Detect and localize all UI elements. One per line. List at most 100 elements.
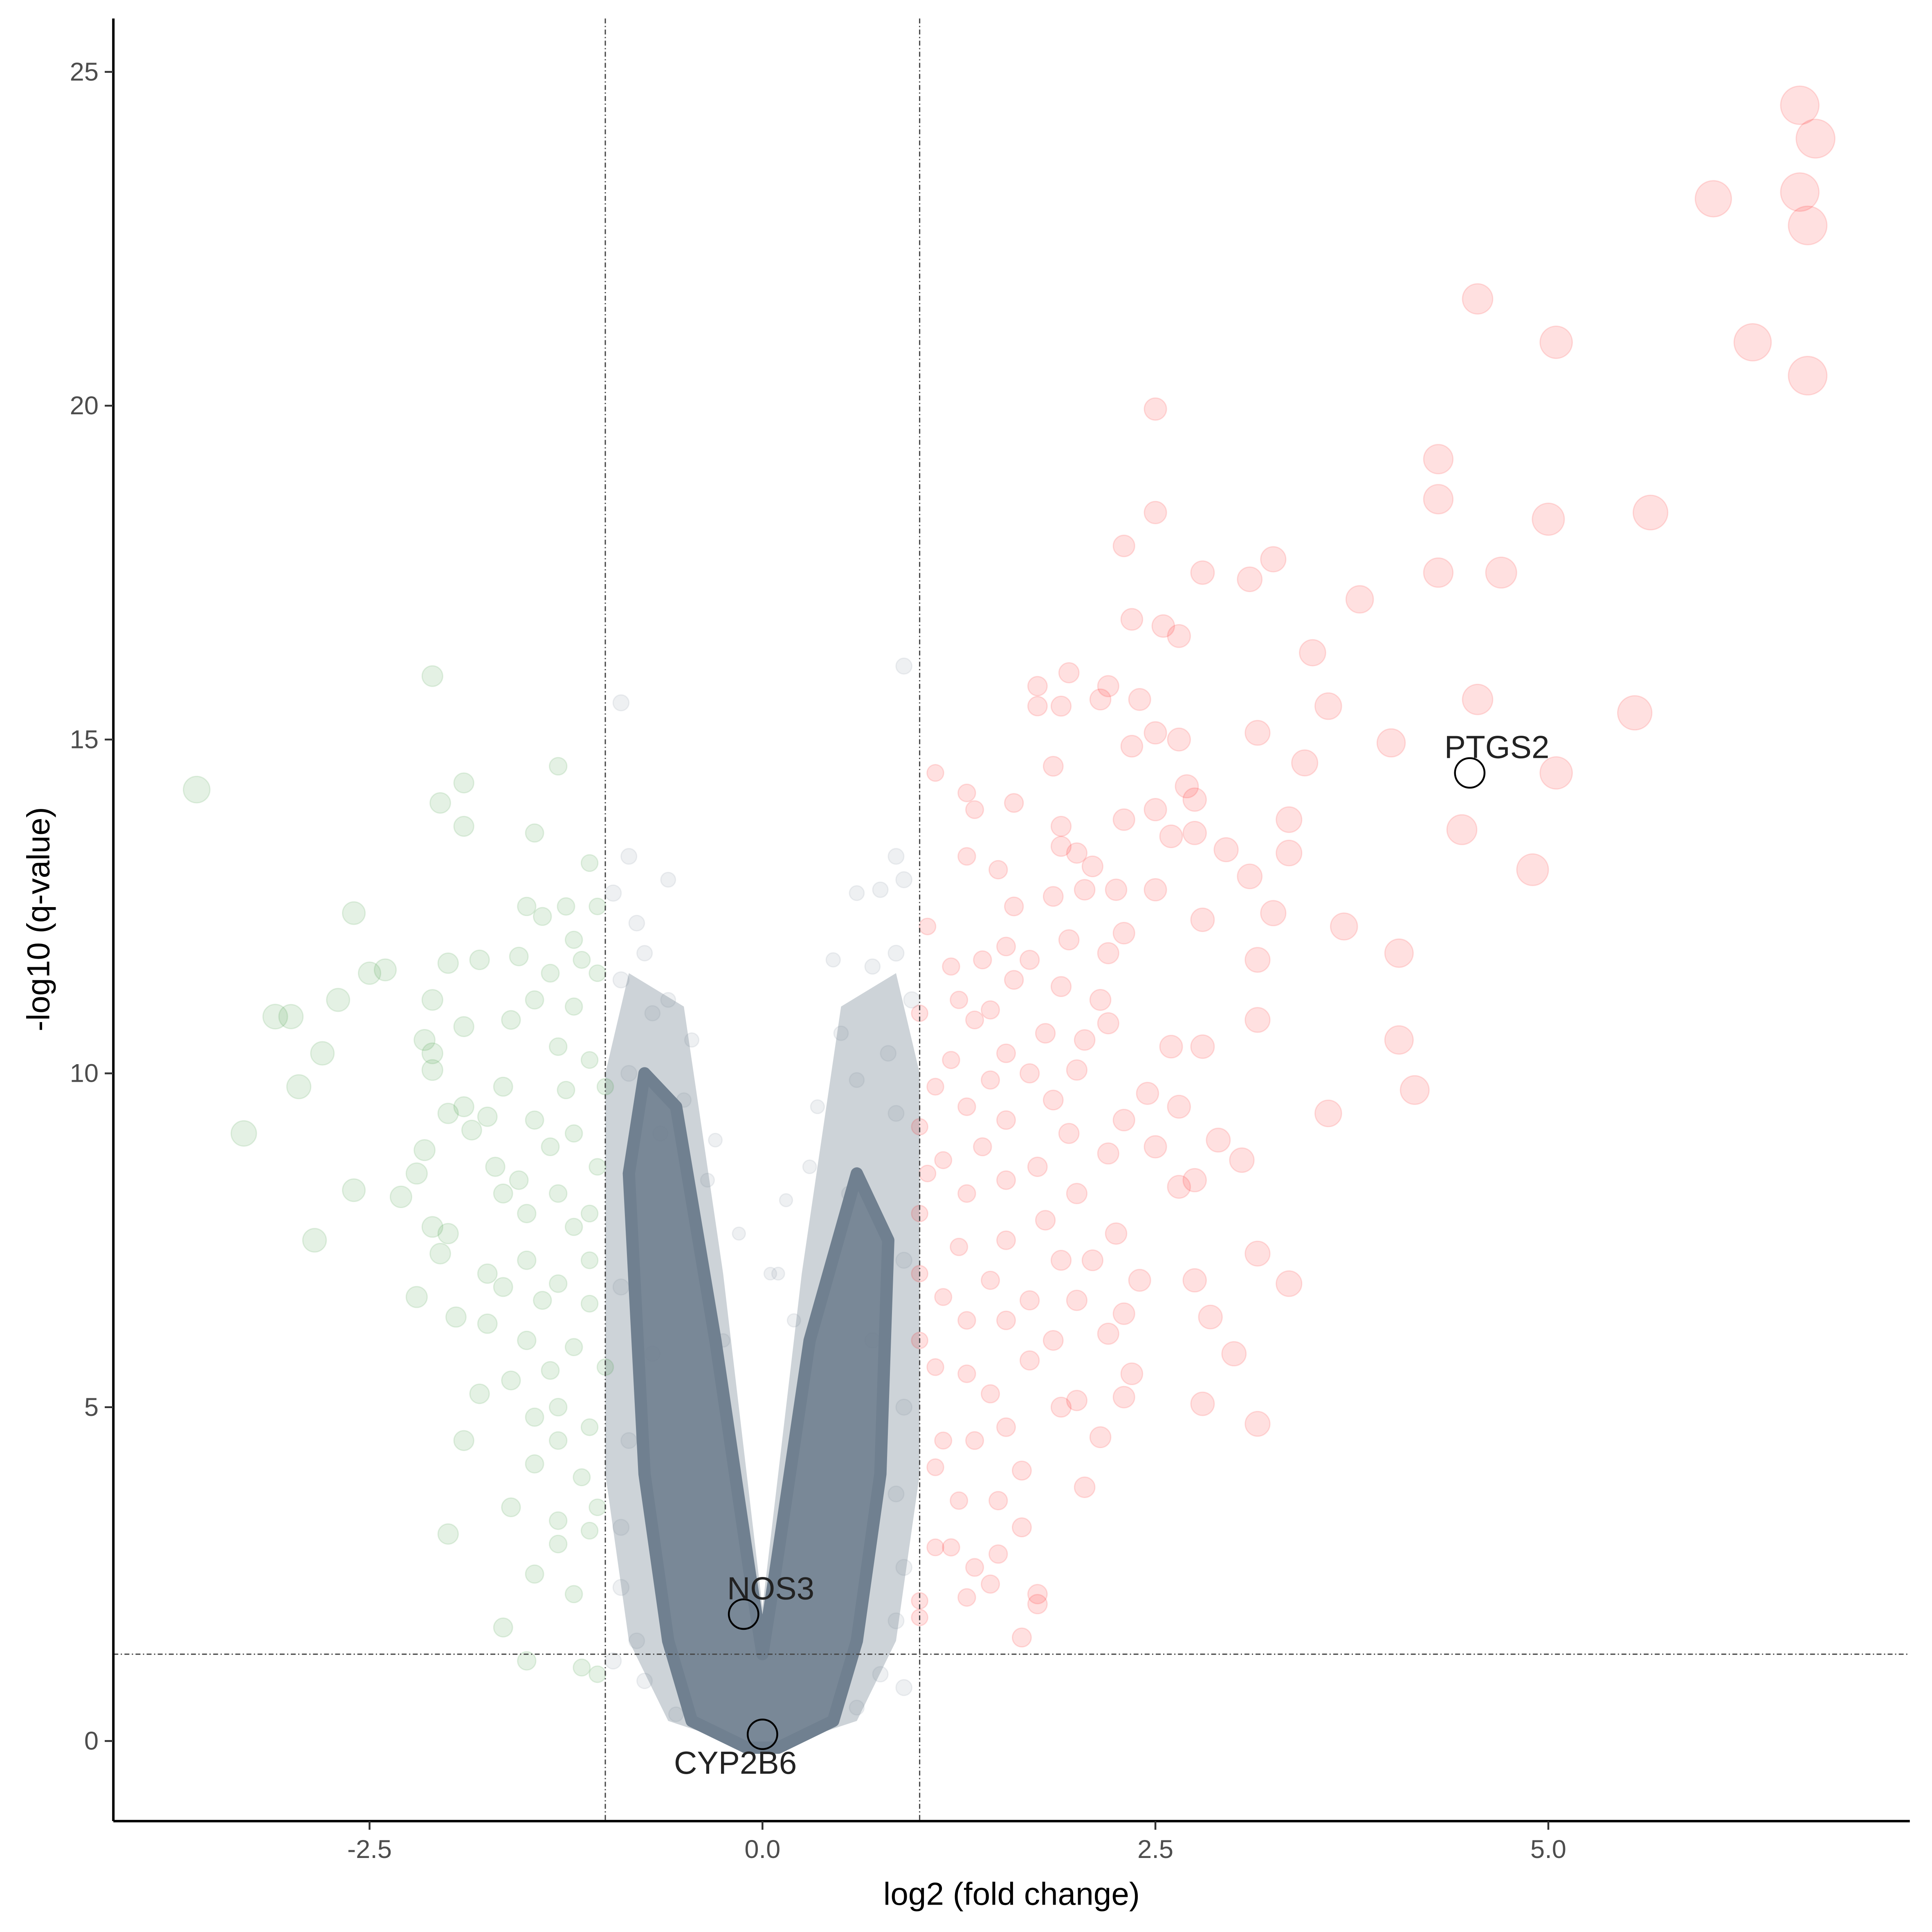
point-up <box>957 1311 976 1330</box>
point-ns <box>825 952 841 968</box>
point-ns <box>887 1612 905 1629</box>
point-up <box>1011 1517 1032 1538</box>
point-up <box>1004 970 1024 990</box>
point-ns <box>887 1485 905 1503</box>
point-down <box>548 1511 568 1530</box>
point-up <box>1058 662 1080 683</box>
point-up <box>1011 1627 1032 1648</box>
point-up <box>996 1417 1016 1437</box>
point-down <box>421 989 444 1011</box>
point-up <box>926 1458 944 1476</box>
point-down <box>493 1076 513 1097</box>
point-up <box>1136 1082 1159 1105</box>
point-up <box>988 1544 1008 1564</box>
point-up <box>1260 900 1287 926</box>
ns-cloud-dense <box>622 1067 894 1754</box>
point-down <box>310 1041 335 1066</box>
point-up <box>1074 1029 1096 1051</box>
point-down <box>453 1016 474 1037</box>
point-down <box>589 1158 607 1176</box>
point-up <box>1027 676 1048 696</box>
point-up <box>1050 976 1072 997</box>
point-up <box>1632 494 1669 531</box>
point-ns <box>612 1278 630 1296</box>
point-down <box>437 952 459 974</box>
point-up <box>1190 907 1215 932</box>
point-ns <box>700 1173 715 1188</box>
point-ns <box>864 958 881 975</box>
point-up <box>1120 1362 1143 1385</box>
point-up <box>1276 840 1303 867</box>
point-up <box>1027 696 1048 717</box>
point-down <box>421 1059 444 1081</box>
point-down <box>564 1585 583 1604</box>
point-up <box>1276 806 1303 833</box>
point-ns <box>668 1706 684 1722</box>
point-ns <box>771 1267 785 1281</box>
point-up <box>1066 842 1088 864</box>
point-ns <box>684 1032 700 1048</box>
point-down <box>326 988 350 1012</box>
point-up <box>1788 355 1828 396</box>
point-up <box>1097 1322 1119 1345</box>
point-up <box>950 991 968 1009</box>
point-down <box>525 1407 544 1427</box>
point-up <box>1345 585 1374 614</box>
point-up <box>1167 1094 1191 1119</box>
point-ns <box>802 1159 817 1175</box>
point-down <box>564 1124 583 1143</box>
point-down <box>580 1418 599 1436</box>
point-up <box>926 764 944 782</box>
point-down <box>589 897 607 916</box>
gene-marker <box>728 1598 759 1630</box>
point-up <box>1027 1584 1048 1604</box>
point-up <box>1035 1210 1056 1231</box>
point-up <box>973 1137 992 1157</box>
y-tick-label: 0 <box>84 1727 99 1755</box>
point-up <box>1167 1175 1191 1199</box>
point-up <box>981 1000 1000 1020</box>
point-up <box>996 1230 1016 1250</box>
point-down <box>580 1051 599 1069</box>
point-ns <box>620 1432 638 1449</box>
point-ns <box>604 1652 622 1670</box>
point-up <box>1105 878 1128 901</box>
point-up <box>1112 1109 1135 1132</box>
point-up <box>1097 675 1119 697</box>
point-ns <box>708 1132 723 1148</box>
point-ns <box>779 1193 793 1207</box>
point-ns <box>612 1519 630 1536</box>
point-down <box>477 1313 498 1334</box>
point-up <box>1050 836 1072 857</box>
point-ns <box>660 992 676 1008</box>
y-tick-label: 5 <box>84 1393 99 1422</box>
point-down <box>589 964 607 982</box>
point-up <box>1128 1269 1151 1292</box>
point-down <box>573 950 591 969</box>
point-ns <box>628 914 645 932</box>
point-up <box>1019 1290 1040 1311</box>
point-up <box>926 1358 944 1376</box>
point-up <box>996 1043 1016 1063</box>
point-down <box>429 792 451 814</box>
point-up <box>957 1097 976 1116</box>
dense-ns-cloud <box>605 973 920 1754</box>
point-up <box>1066 1289 1088 1311</box>
point-up <box>1058 929 1080 950</box>
point-ns <box>676 1092 692 1108</box>
point-down <box>437 1223 459 1245</box>
point-ns <box>849 1699 865 1716</box>
point-down <box>278 1004 304 1029</box>
point-up <box>1245 1240 1271 1267</box>
point-ns <box>864 1332 881 1349</box>
y-tick-label: 10 <box>70 1059 99 1088</box>
point-up <box>1112 922 1135 945</box>
point-up <box>1795 119 1836 159</box>
point-up <box>1042 756 1064 777</box>
point-ns <box>903 991 921 1009</box>
point-ns <box>763 1267 777 1281</box>
point-ns <box>895 1679 913 1696</box>
point-ns <box>652 1125 669 1142</box>
point-up <box>1167 727 1191 752</box>
point-down <box>389 1185 413 1209</box>
